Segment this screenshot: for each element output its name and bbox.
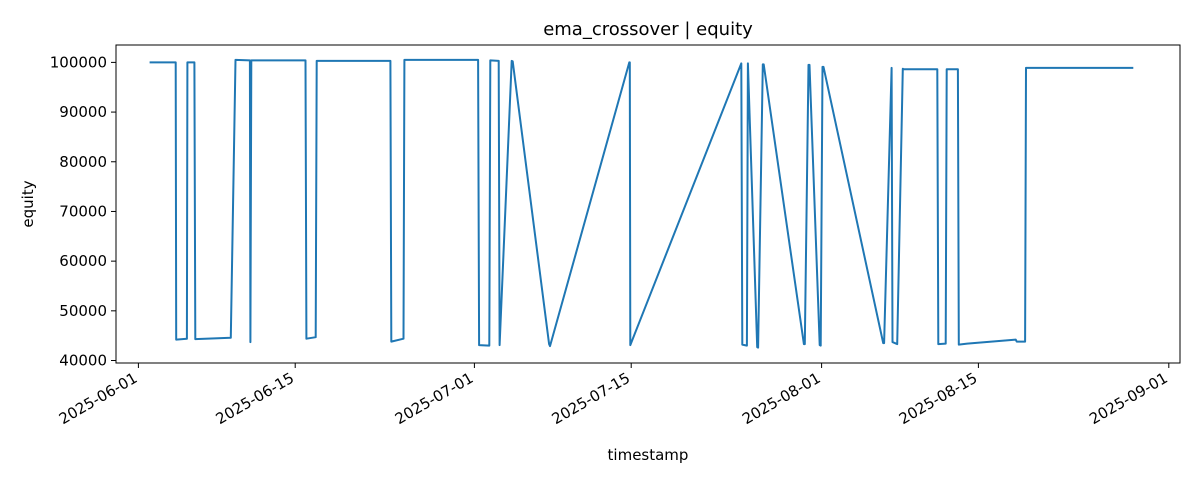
plot-frame [115,44,1181,364]
x-tick-label: 2025-08-01 [739,369,824,428]
y-tick-label: 70000 [59,202,107,220]
x-tick-label: 2025-09-01 [1086,369,1171,428]
x-axis-label: timestamp [608,446,689,464]
y-tick-label: 60000 [59,252,107,270]
y-axis-label: equity [19,180,37,227]
chart-title: ema_crossover | equity [543,19,753,40]
y-axis-ticks: 40000 50000 60000 70000 80000 90000 100000 [50,53,116,370]
equity-series-line [149,58,1134,349]
x-axis-ticks: 2025-06-01 2025-06-15 2025-07-01 2025-07-15… [56,363,1171,428]
y-tick-label: 50000 [59,302,107,320]
x-tick-label: 2025-06-15 [213,369,298,428]
x-tick-label: 2025-07-01 [392,369,477,428]
x-tick-label: 2025-06-01 [56,369,141,428]
y-tick-label: 100000 [50,53,107,71]
x-tick-label: 2025-07-15 [549,369,634,428]
y-tick-label: 40000 [59,352,107,370]
y-tick-label: 90000 [59,103,107,121]
x-tick-label: 2025-08-15 [896,369,981,428]
y-tick-label: 80000 [59,153,107,171]
plot-area [149,58,1134,349]
